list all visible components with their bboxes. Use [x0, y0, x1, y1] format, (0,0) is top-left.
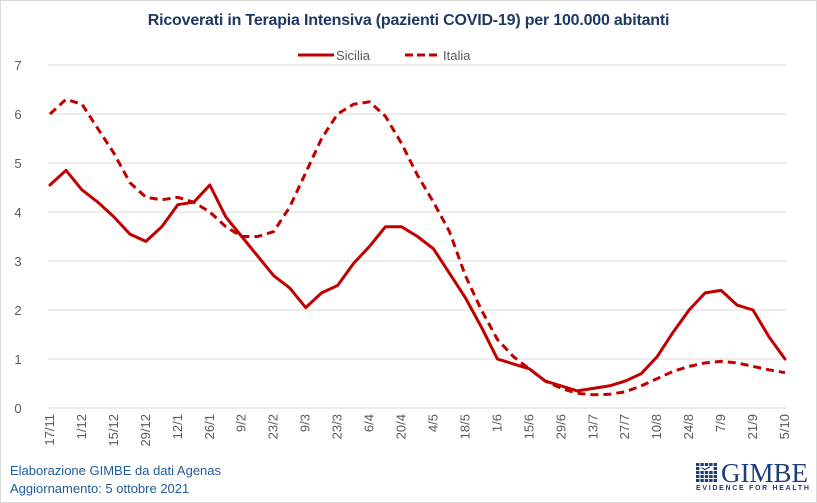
logo-square — [696, 467, 700, 470]
logo-wordmark: GIMBE — [721, 458, 808, 488]
legend-label-italia: Italia — [443, 48, 471, 63]
logo-square — [709, 479, 713, 482]
logo-square — [696, 475, 700, 478]
x-tick-label: 23/2 — [266, 414, 281, 439]
series-line-sicilia — [48, 168, 787, 393]
y-tick-label: 0 — [14, 401, 21, 416]
x-tick-label: 27/7 — [617, 414, 632, 439]
chart-title: Ricoverati in Terapia Intensiva (pazient… — [147, 12, 670, 29]
logo-square — [713, 479, 717, 482]
x-tick-label: 4/5 — [425, 414, 440, 432]
x-tick-label: 15/6 — [521, 414, 536, 439]
y-tick-label: 4 — [14, 205, 21, 220]
logo-square — [713, 475, 717, 478]
x-tick-label: 26/1 — [202, 414, 217, 439]
y-tick-label: 1 — [14, 352, 21, 367]
x-tick-label: 18/5 — [457, 414, 472, 439]
x-tick-label: 9/3 — [298, 414, 313, 432]
x-tick-label: 1/12 — [74, 414, 89, 439]
series-lines — [48, 97, 787, 397]
x-tick-label: 10/8 — [649, 414, 664, 439]
logo-square — [704, 475, 709, 478]
x-tick-label: 9/2 — [234, 414, 249, 432]
x-tick-label: 12/1 — [170, 414, 185, 439]
update-line: Aggiornamento: 5 ottobre 2021 — [10, 481, 190, 496]
logo-square — [709, 463, 713, 466]
logo-square — [704, 463, 709, 466]
logo-square — [713, 471, 717, 474]
gimbe-logo: GIMBE EVIDENCE FOR HEALTH — [696, 458, 811, 497]
logo-square — [696, 463, 700, 466]
logo-tagline: EVIDENCE FOR HEALTH — [696, 485, 811, 492]
logo-square — [700, 475, 704, 478]
x-tick-label: 7/9 — [713, 414, 728, 432]
x-tick-label: 24/8 — [681, 414, 696, 439]
x-tick-label: 29/12 — [138, 414, 153, 447]
x-tick-label: 20/4 — [394, 414, 409, 439]
x-tick-label: 15/12 — [106, 414, 121, 447]
x-tick-label: 29/6 — [553, 414, 568, 439]
logo-square — [700, 463, 704, 466]
logo-square — [704, 471, 709, 474]
x-tick-label: 13/7 — [585, 414, 600, 439]
x-tick-label: 21/9 — [745, 414, 760, 439]
x-axis-ticks: 17/11 1/12 15/12 29/12 12/1 26/1 9/2 23/2 9/3 23/… — [42, 414, 792, 447]
y-axis-ticks: 0 1 2 3 4 5 6 7 — [14, 58, 21, 416]
logo-square — [709, 475, 713, 478]
y-tick-label: 7 — [14, 58, 21, 73]
logo-square — [713, 463, 717, 466]
logo-square — [700, 479, 704, 482]
y-tick-label: 2 — [14, 303, 21, 318]
y-tick-label: 5 — [14, 156, 21, 171]
x-tick-label: 5/10 — [777, 414, 792, 439]
legend-label-sicilia: Sicilia — [336, 48, 371, 63]
logo-square — [713, 467, 717, 470]
x-tick-label: 1/6 — [489, 414, 504, 432]
logo-check — [701, 466, 711, 471]
logo-square — [696, 479, 700, 482]
source-line: Elaborazione GIMBE da dati Agenas — [10, 463, 222, 478]
logo-square — [700, 471, 704, 474]
logo-square — [704, 479, 709, 482]
y-tick-label: 6 — [14, 107, 21, 122]
logo-square — [696, 471, 700, 474]
x-tick-label: 23/3 — [330, 414, 345, 439]
logo-square — [709, 471, 713, 474]
series-line-italia — [48, 97, 786, 397]
legend: Sicilia Italia — [298, 48, 471, 63]
y-tick-label: 3 — [14, 254, 21, 269]
source-note: Elaborazione GIMBE da dati Agenas Aggior… — [10, 462, 221, 498]
x-tick-label: 17/11 — [42, 414, 57, 446]
x-tick-label: 6/4 — [362, 414, 377, 432]
logo-grid-icon — [696, 463, 717, 482]
